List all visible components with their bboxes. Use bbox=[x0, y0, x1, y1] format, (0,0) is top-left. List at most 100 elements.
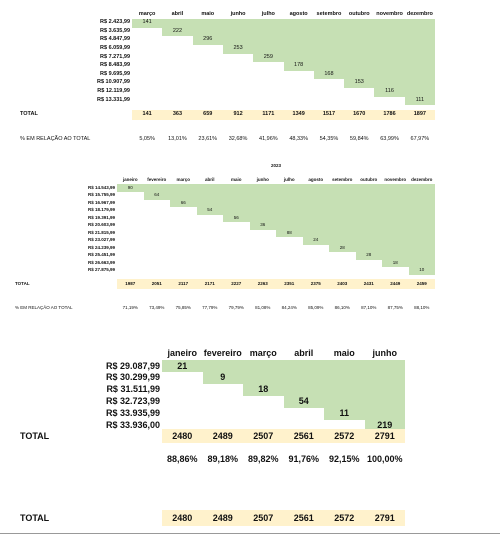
row-label: R$ 20.603,99 bbox=[87, 222, 115, 228]
percent-value: 88,10% bbox=[414, 304, 430, 310]
row-label: R$ 33.935,99 bbox=[105, 407, 160, 418]
row-label: R$ 10.907,99 bbox=[96, 79, 130, 86]
row-label: R$ 26.663,99 bbox=[87, 259, 115, 265]
row-label: R$ 2.423,99 bbox=[100, 19, 130, 26]
total-value: 2507 bbox=[253, 512, 274, 523]
green-cells bbox=[313, 70, 435, 80]
month-header: agosto bbox=[308, 176, 324, 182]
percent-value: 87,10% bbox=[361, 304, 377, 310]
total-value: 2480 bbox=[172, 430, 193, 441]
month-header: novembro bbox=[384, 176, 407, 182]
cell-value: 21 bbox=[177, 360, 188, 371]
row-label: R$ 23.027,99 bbox=[87, 237, 115, 243]
row-label: R$ 27.875,99 bbox=[87, 267, 115, 273]
cell-value: 28 bbox=[366, 252, 372, 258]
green-cells bbox=[253, 53, 435, 63]
month-header: janeiro bbox=[122, 176, 138, 182]
total-value: 2791 bbox=[374, 512, 395, 523]
green-cells bbox=[283, 395, 405, 408]
row-label: R$ 16.967,99 bbox=[87, 199, 115, 205]
green-cells bbox=[276, 229, 435, 238]
row-label: R$ 24.239,99 bbox=[87, 244, 115, 250]
percent-value: 85,09% bbox=[308, 304, 324, 310]
green-cells bbox=[374, 87, 435, 97]
percent-value: 92,15% bbox=[328, 453, 360, 464]
cell-value: 253 bbox=[233, 45, 243, 52]
row-label: R$ 19.391,99 bbox=[87, 214, 115, 220]
row-label: R$ 32.723,99 bbox=[105, 395, 160, 406]
total-label: TOTAL bbox=[20, 430, 50, 441]
cell-value: 56 bbox=[233, 214, 239, 220]
month-header: janeiro bbox=[167, 347, 198, 358]
totals-band bbox=[117, 279, 435, 289]
month-header: outubro bbox=[360, 176, 378, 182]
cell-value: 28 bbox=[339, 244, 345, 250]
percent-value: 41,96% bbox=[259, 136, 278, 143]
cell-value: 54 bbox=[298, 395, 309, 406]
green-cells bbox=[162, 27, 435, 37]
cell-value: 178 bbox=[294, 62, 304, 69]
percent-value: 81,08% bbox=[255, 304, 271, 310]
percent-value: 89,18% bbox=[207, 453, 239, 464]
cell-value: 222 bbox=[172, 27, 183, 34]
cell-value: 36 bbox=[260, 222, 266, 228]
percent-value: 89,82% bbox=[247, 453, 279, 464]
month-header: junho bbox=[230, 11, 246, 18]
total-value: 2489 bbox=[212, 430, 233, 441]
row-label: R$ 7.271,99 bbox=[100, 53, 130, 60]
total-label: TOTAL bbox=[20, 111, 38, 118]
total-value: 2351 bbox=[284, 280, 295, 286]
total-value: 141 bbox=[142, 111, 152, 118]
green-cells bbox=[132, 18, 435, 28]
green-cells bbox=[329, 244, 435, 253]
green-cells bbox=[243, 383, 405, 396]
percent-value: 67,97% bbox=[410, 136, 430, 143]
total-value: 1987 bbox=[125, 280, 136, 286]
percent-value: 77,79% bbox=[202, 304, 218, 310]
cell-value: 9 bbox=[220, 372, 226, 383]
total-value: 1517 bbox=[322, 111, 336, 118]
row-label: R$ 3.635,99 bbox=[100, 27, 130, 34]
row-label: R$ 29.087,99 bbox=[105, 360, 160, 371]
month-header: abril bbox=[294, 347, 314, 358]
totals-band bbox=[132, 109, 435, 121]
row-label: R$ 9.695,99 bbox=[100, 70, 130, 77]
percent-value: 86,10% bbox=[334, 304, 350, 310]
total-value: 2403 bbox=[337, 280, 348, 286]
row-label: R$ 6.059,99 bbox=[100, 45, 130, 52]
total-value: 2459 bbox=[416, 280, 427, 286]
green-cells bbox=[344, 78, 435, 88]
green-cells bbox=[302, 236, 435, 245]
green-cells bbox=[408, 266, 435, 275]
percent-value: 75,85% bbox=[175, 304, 191, 310]
cell-value: 54 bbox=[207, 207, 213, 213]
total-value: 2449 bbox=[390, 280, 401, 286]
total-value: 2431 bbox=[363, 280, 374, 286]
month-header: julho bbox=[283, 176, 295, 182]
bottom-rule bbox=[0, 533, 500, 534]
month-header: junho bbox=[372, 347, 398, 358]
total-value: 1786 bbox=[383, 111, 396, 118]
month-header: dezembro bbox=[406, 11, 433, 18]
cell-value: 296 bbox=[203, 36, 213, 43]
total-value: 1897 bbox=[413, 111, 426, 118]
total-value: 1670 bbox=[353, 111, 366, 118]
percent-value: 79,79% bbox=[228, 304, 244, 310]
row-label: R$ 30.299,99 bbox=[105, 372, 160, 383]
row-label: R$ 25.451,99 bbox=[87, 252, 115, 258]
green-cells bbox=[196, 206, 435, 215]
row-label: R$ 15.755,99 bbox=[87, 192, 115, 198]
row-label: R$ 8.483,99 bbox=[100, 62, 130, 69]
month-header: julho bbox=[261, 11, 275, 18]
percent-value: 32,68% bbox=[228, 136, 248, 143]
total-label: TOTAL bbox=[15, 280, 30, 286]
total-value: 2375 bbox=[310, 280, 321, 286]
cell-value: 18 bbox=[392, 259, 398, 265]
total-value: 2572 bbox=[334, 512, 355, 523]
green-cells bbox=[192, 35, 435, 45]
cell-value: 64 bbox=[154, 192, 160, 198]
cell-value: 10 bbox=[419, 267, 425, 273]
month-header: maio bbox=[230, 176, 242, 182]
row-label: R$ 18.179,99 bbox=[87, 207, 115, 213]
